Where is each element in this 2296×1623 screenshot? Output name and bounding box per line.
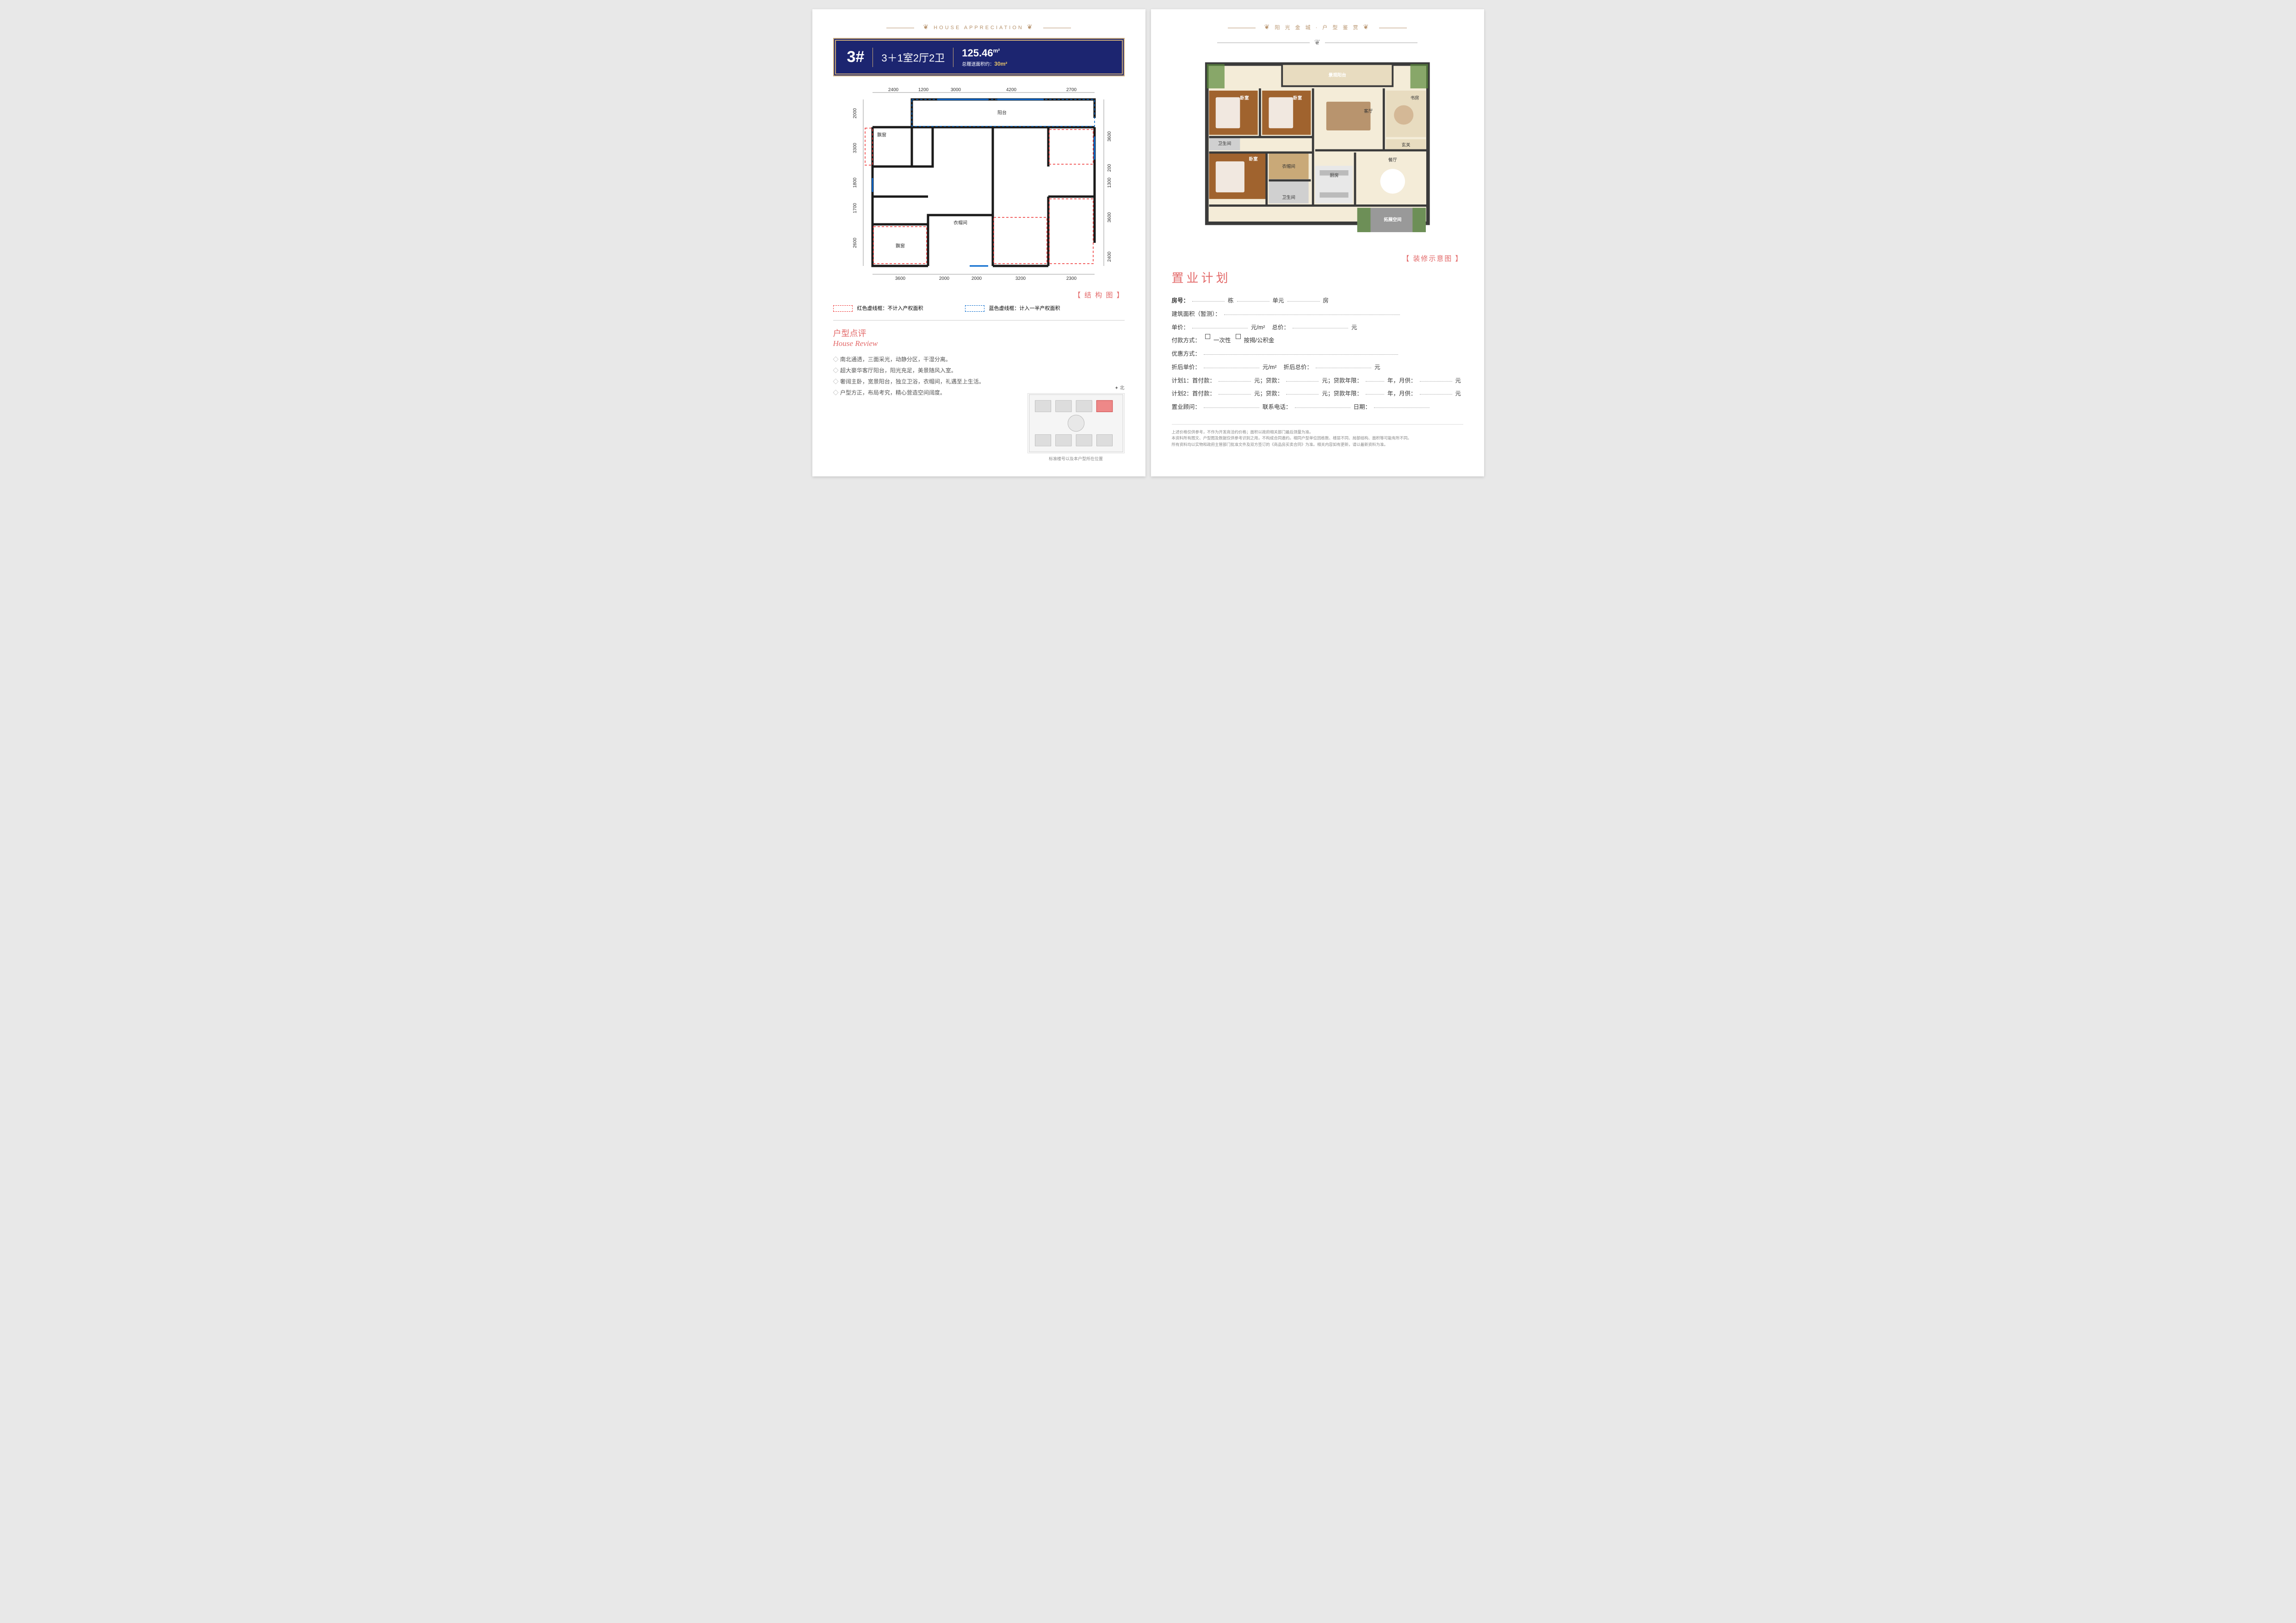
site-plan: [1027, 393, 1125, 453]
sub-divider: ❦: [1172, 38, 1463, 47]
header-left-text: HOUSE APPRECIATION: [934, 25, 1024, 31]
svg-text:2600: 2600: [853, 237, 858, 248]
red-area-1: [1049, 130, 1093, 164]
svg-text:3600: 3600: [1107, 131, 1112, 142]
label-baywin2: 飘窗: [896, 243, 905, 249]
disclaimer-line: 上述价格仅供参考，不作为开发商洽约价格；面积以政府相关部门最后测量为准。: [1172, 429, 1463, 436]
svg-text:2000: 2000: [853, 108, 858, 118]
review-point: 超大豪华客厅阳台，阳光充足，美景随风入室。: [833, 365, 1125, 376]
review-cn: 户型点评: [833, 327, 1125, 339]
disclaimer: 上述价格仅供参考，不作为开发商洽约价格；面积以政府相关部门最后测量为准。 本资料…: [1172, 424, 1463, 448]
red-area-2: [1049, 199, 1093, 264]
legend-blue: 蓝色虚线框：计入一半产权面积: [965, 304, 1060, 312]
bonus-value: 30m²: [994, 61, 1007, 67]
dims-bottom: 3600 2000 2000 3200 2300: [873, 274, 1095, 281]
svg-text:3600: 3600: [895, 276, 905, 281]
form-room-no: 房号：栋 单元 房: [1172, 294, 1463, 308]
svg-text:3000: 3000: [950, 87, 961, 93]
svg-text:3600: 3600: [1107, 212, 1112, 222]
form-price: 单价：元/m² 总价：元: [1172, 321, 1463, 334]
label-closet: 衣帽间: [953, 220, 967, 226]
area-value: 125.46: [962, 47, 993, 59]
header-ornament-left: ❦ HOUSE APPRECIATION ❦: [833, 23, 1125, 31]
svg-text:4200: 4200: [1006, 87, 1016, 93]
checkbox-mortgage[interactable]: [1236, 334, 1241, 339]
area-block: 125.46m² 总赠送面积约：30m²: [962, 47, 1007, 67]
disclaimer-line: 本资料所有图文、户型图及数据仅供参考识别之用，不构成合同邀约。相同户型单位因栋数…: [1172, 435, 1463, 442]
svg-text:客厅: 客厅: [1364, 109, 1373, 114]
review-en: House Review: [833, 339, 1125, 348]
svg-text:3200: 3200: [1015, 276, 1026, 281]
review-list: 南北通透，三面采光，动静分区，干湿分离。 超大豪华客厅阳台，阳光充足，美景随风入…: [833, 354, 1125, 398]
svg-text:2000: 2000: [939, 276, 949, 281]
purchase-title: 置业计划: [1172, 269, 1463, 286]
svg-text:1700: 1700: [853, 203, 858, 213]
area-unit: m²: [993, 48, 1000, 54]
unit-number: 3#: [847, 48, 865, 66]
form-discount: 优惠方式：: [1172, 347, 1463, 361]
form-plan1: 计划1：首付款：元；贷款：元；贷款年限：年，月供：元: [1172, 374, 1463, 388]
svg-text:3300: 3300: [853, 142, 858, 153]
purchase-form: 房号：栋 单元 房 建筑面积（暂测）： 单价：元/m² 总价：元 付款方式： 一…: [1172, 294, 1463, 414]
layout-text: 3＋1室2厅2卫: [881, 50, 945, 65]
review-title: 户型点评 House Review: [833, 327, 1125, 348]
header-right-text: 阳 光 金 城 · 户 型 鉴 赏: [1275, 25, 1360, 31]
structure-label: 【 结 构 图 】: [833, 290, 1125, 300]
right-page: ❦ 阳 光 金 城 · 户 型 鉴 赏 ❦ ❦: [1151, 9, 1484, 476]
legend: 红色虚线框：不计入产权面积 蓝色虚线框：计入一半产权面积: [833, 304, 1125, 312]
svg-text:2400: 2400: [888, 87, 898, 93]
form-plan2: 计划2：首付款：元；贷款：元；贷款年限：年，月供：元: [1172, 387, 1463, 401]
svg-text:餐厅: 餐厅: [1388, 157, 1398, 163]
dims-right: 3600 200 1300 3600 2400: [1104, 99, 1112, 266]
compass: ✦ 北: [1114, 384, 1124, 391]
rendered-floor-plan: 景观阳台 卧室 卧室 卧室 客厅 书房 卫生间 卫生间 衣帽间 餐厅 厨房 玄关…: [1172, 56, 1463, 245]
label-balcony: 阳台: [997, 110, 1007, 116]
label-baywin1: 飘窗: [877, 132, 886, 138]
svg-text:拓展空间: 拓展空间: [1384, 217, 1401, 222]
red-area-3: [994, 217, 1047, 264]
windows: [873, 99, 1095, 266]
form-advisor: 置业顾问： 联系电话： 日期：: [1172, 401, 1463, 414]
dims-top: 2400 1200 3000 4200 2700: [873, 87, 1095, 93]
svg-text:1800: 1800: [853, 177, 858, 188]
site-caption: 标准楼号以及本户型所在位置: [1027, 456, 1125, 462]
left-page: ❦ HOUSE APPRECIATION ❦ 3# 3＋1室2厅2卫 125.4…: [812, 9, 1145, 476]
svg-text:书房: 书房: [1410, 95, 1419, 101]
svg-text:卫生间: 卫生间: [1218, 141, 1231, 147]
divider: [833, 320, 1125, 321]
form-pay-method: 付款方式： 一次性 按揭/公积金: [1172, 334, 1463, 347]
svg-text:200: 200: [1107, 164, 1112, 172]
svg-text:2000: 2000: [971, 276, 982, 281]
svg-text:卧室: 卧室: [1249, 156, 1258, 162]
form-area: 建筑面积（暂测）：: [1172, 308, 1463, 321]
render-label: 【 装修示意图 】: [1172, 253, 1463, 263]
svg-text:卫生间: 卫生间: [1282, 195, 1295, 200]
svg-text:卧室: 卧室: [1240, 95, 1249, 101]
svg-text:2400: 2400: [1107, 251, 1112, 262]
svg-text:卧室: 卧室: [1293, 95, 1302, 101]
review-point: 奢阔主卧，宽景阳台，独立卫浴，衣帽间，礼遇至上生活。: [833, 376, 1125, 387]
disclaimer-line: 所有资料均以实物和政府主管部门批准文件及双方签订的《商品房买卖合同》为准。相关内…: [1172, 442, 1463, 448]
svg-text:景观阳台: 景观阳台: [1328, 72, 1346, 78]
walls: [873, 99, 1095, 266]
svg-text:2300: 2300: [1066, 276, 1077, 281]
dims-left: 2000 3300 1800 1700 2600: [853, 99, 863, 266]
svg-text:厨房: 厨房: [1330, 173, 1338, 178]
bonus-label: 总赠送面积约：: [962, 62, 994, 67]
svg-text:2700: 2700: [1066, 87, 1077, 93]
form-after-price: 折后单价：元/m² 折后总价：元: [1172, 361, 1463, 374]
review-point: 南北通透，三面采光，动静分区，干湿分离。: [833, 354, 1125, 365]
floor-plan-wireframe: 2400 1200 3000 4200 2700 2000 3300 1800 …: [833, 86, 1125, 284]
legend-red: 红色虚线框：不计入产权面积: [833, 304, 923, 312]
header-ornament-right: ❦ 阳 光 金 城 · 户 型 鉴 赏 ❦: [1172, 23, 1463, 31]
svg-text:1200: 1200: [918, 87, 928, 93]
svg-text:玄关: 玄关: [1401, 142, 1411, 148]
svg-text:1300: 1300: [1107, 177, 1112, 188]
title-box: 3# 3＋1室2厅2卫 125.46m² 总赠送面积约：30m²: [833, 38, 1125, 76]
svg-text:衣帽间: 衣帽间: [1282, 164, 1295, 169]
checkbox-once[interactable]: [1205, 334, 1210, 339]
